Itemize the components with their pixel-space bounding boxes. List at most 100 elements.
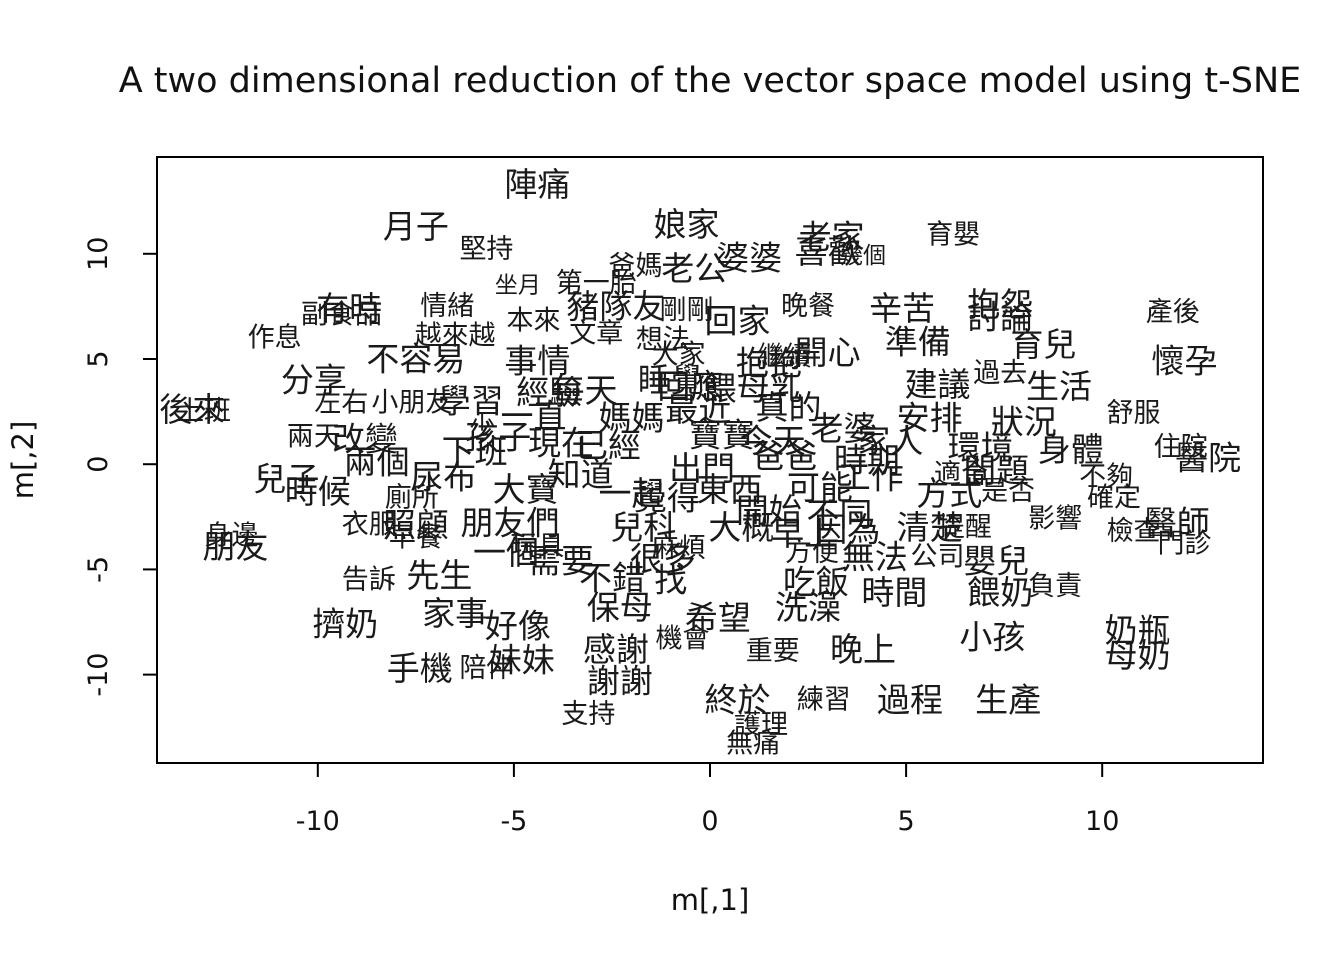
point-label: 老公 <box>661 249 727 288</box>
point-label: 兒子 <box>253 459 319 498</box>
point-label: 小孩 <box>959 617 1025 656</box>
point-label: 婆婆 <box>716 239 782 278</box>
point-label: 睡覺 <box>638 361 704 400</box>
point-label: 今天 <box>740 422 806 461</box>
point-label: 下班 <box>442 432 508 471</box>
point-label: 手機 <box>387 649 453 688</box>
point-label: 家事 <box>422 594 488 633</box>
point-label: 妹妹 <box>489 640 555 679</box>
point-label: 嬰兒 <box>963 542 1029 581</box>
x-tick-label: 10 <box>1085 806 1119 837</box>
point-label: 奶瓶 <box>1104 611 1170 650</box>
point-label: 舒服 <box>1107 398 1161 429</box>
point-label: 時候 <box>285 472 351 511</box>
point-label: 檢查 <box>1107 516 1161 547</box>
point-label: 好像 <box>485 607 551 646</box>
point-label: 不夠 <box>1079 461 1133 492</box>
point-label: 學習 <box>438 382 504 421</box>
point-label: 告訴 <box>342 564 396 595</box>
point-label: 回應 <box>657 367 723 406</box>
point-label: 已經 <box>575 426 641 465</box>
point-label: 陣痛 <box>504 165 570 204</box>
point-label: 狀況 <box>991 403 1057 442</box>
point-label: 剛剛 <box>659 295 713 326</box>
point-label: 先生 <box>406 556 472 595</box>
point-label: 作息 <box>248 322 302 353</box>
point-label: 抱抱 <box>736 344 802 383</box>
point-label: 安排 <box>897 398 963 437</box>
point-label: 門診 <box>1158 529 1212 560</box>
point-label: 公司 <box>910 541 964 572</box>
point-label: 後來 <box>159 390 225 429</box>
point-label: 早上 <box>771 514 837 553</box>
point-label: 一個 <box>473 533 539 572</box>
point-label: 開始 <box>736 491 802 530</box>
point-label: 可能 <box>787 468 853 507</box>
point-label: 東西 <box>697 470 763 509</box>
point-label: 文章 <box>569 318 623 349</box>
point-label: 生活 <box>1026 367 1092 406</box>
point-label: 老婆 <box>810 409 876 448</box>
point-label: 回家 <box>704 302 770 341</box>
point-label: 副食品 <box>301 299 382 330</box>
point-label: 適合 <box>934 459 988 490</box>
point-label: 大家 <box>652 339 706 370</box>
point-label: 辛苦 <box>869 289 935 328</box>
point-label: 抱怨 <box>967 285 1033 324</box>
point-label: 想法 <box>636 325 690 356</box>
point-label: 是否 <box>981 476 1035 507</box>
point-label: 過去 <box>973 358 1027 389</box>
point-label: 朋友們 <box>460 504 559 543</box>
point-label: 提醒 <box>938 512 992 543</box>
point-label: 兩天 <box>287 421 341 452</box>
point-label: 問題 <box>963 451 1029 490</box>
point-label: 晚上 <box>830 630 896 669</box>
point-label: 建議 <box>904 365 970 404</box>
point-label: 感謝 <box>583 630 649 669</box>
point-label: 很多 <box>630 539 696 578</box>
point-label: 早餐 <box>389 522 443 553</box>
point-label: 機會 <box>656 623 710 654</box>
point-label: 生產 <box>975 680 1041 719</box>
point-label: 大寶 <box>493 470 559 509</box>
point-label: 護理 <box>734 710 788 741</box>
point-label: 覺得 <box>634 478 700 517</box>
y-tick-label: -10 <box>83 653 114 697</box>
point-label: 堅持 <box>459 234 513 265</box>
point-label: 出門 <box>669 449 735 488</box>
point-label: 經驗 <box>516 373 582 412</box>
point-label: 幾個 <box>840 243 886 269</box>
point-label: 懷孕 <box>1152 342 1218 381</box>
point-label: 媽媽 <box>599 398 665 437</box>
chart-title: A two dimensional reduction of the vecto… <box>119 61 1302 101</box>
point-label: 練習 <box>797 684 851 715</box>
point-label: 分享 <box>281 361 347 400</box>
point-label: 月子 <box>383 207 449 246</box>
point-label: 開心 <box>795 333 861 372</box>
point-label: 育兒 <box>1010 325 1076 364</box>
point-label: 確定 <box>1087 482 1141 513</box>
point-label: 尿布 <box>410 457 476 496</box>
point-label: 照顧 <box>383 506 449 545</box>
x-tick-label: -5 <box>500 806 527 837</box>
point-label: 身體 <box>1038 430 1104 469</box>
point-label: 方式 <box>916 474 982 513</box>
point-label: 時期 <box>834 441 900 480</box>
point-label: 工作 <box>838 457 904 496</box>
point-label: 餵母乳 <box>704 369 803 408</box>
point-label: 終於 <box>704 680 770 719</box>
point-label: 一起 <box>599 474 665 513</box>
point-label: 洗澡 <box>775 588 841 627</box>
point-label: 上班 <box>177 396 231 427</box>
point-label: 朋友 <box>202 527 268 566</box>
point-label: 討論 <box>967 297 1033 336</box>
point-label: 豬隊友 <box>566 287 665 326</box>
point-label: 家人 <box>857 422 923 461</box>
point-label: 擠奶 <box>312 605 378 644</box>
point-label: 不同 <box>806 495 872 534</box>
point-label: 負責 <box>1028 571 1082 602</box>
point-label: 寶寶 <box>689 415 755 454</box>
point-label: 晚餐 <box>781 291 835 322</box>
